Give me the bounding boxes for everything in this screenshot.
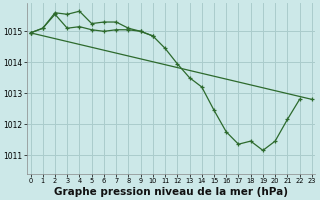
X-axis label: Graphe pression niveau de la mer (hPa): Graphe pression niveau de la mer (hPa) <box>54 187 288 197</box>
